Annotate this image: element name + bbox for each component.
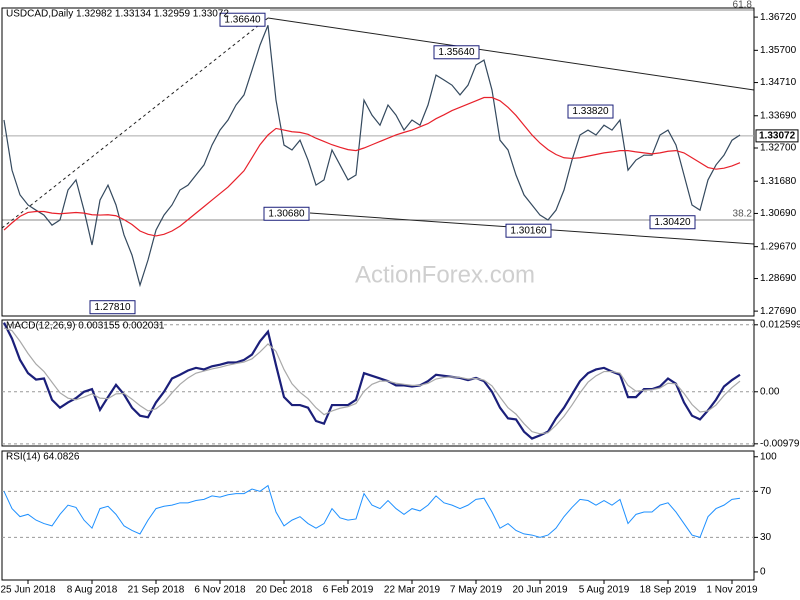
y-tick-label: 70 — [760, 486, 772, 497]
annotation-box — [89, 300, 136, 315]
y-tick-label: -0.00979 — [760, 438, 800, 449]
y-tick-label: 100 — [760, 451, 777, 462]
y-tick-label: 1.32700 — [760, 143, 797, 154]
y-tick-label: 0.012599 — [760, 319, 800, 330]
x-tick-label: 7 May 2019 — [450, 585, 503, 596]
x-tick-label: 1 Nov 2019 — [706, 585, 758, 596]
trend-line-upper — [267, 17, 755, 91]
y-tick-label: 1.31680 — [760, 176, 797, 187]
annotation-box — [567, 104, 614, 119]
x-tick-label: 20 Dec 2018 — [256, 585, 313, 596]
y-tick-label: 1.33690 — [760, 110, 797, 121]
annotation-label: 1.30420 — [654, 217, 691, 228]
y-tick-label: 1.27690 — [760, 306, 797, 317]
x-tick-label: 25 Jun 2018 — [0, 585, 55, 596]
annotation-label: 1.27810 — [94, 302, 131, 313]
x-tick-label: 21 Sep 2018 — [128, 585, 185, 596]
fib-label: 61.8 — [733, 0, 753, 11]
annotation-box — [649, 215, 696, 230]
x-tick-label: 8 Aug 2018 — [67, 585, 118, 596]
annotation-box — [263, 206, 310, 221]
annotation-box — [433, 45, 480, 60]
last-price-box — [755, 129, 799, 143]
fib-label: 38.2 — [733, 209, 753, 220]
y-tick-label: 1.35700 — [760, 45, 797, 56]
series-line — [3, 25, 741, 288]
annotation-box — [505, 223, 552, 238]
series-line — [3, 327, 741, 435]
series-line — [3, 484, 741, 538]
watermark: ActionForex.com — [355, 261, 535, 288]
x-tick-label: 6 Feb 2019 — [323, 585, 374, 596]
y-tick-label: 1.30690 — [760, 208, 797, 219]
x-tick-label: 18 Sep 2019 — [640, 585, 697, 596]
y-tick-label: 0 — [760, 567, 766, 578]
annotation-box — [219, 12, 266, 27]
y-tick-label: 1.36720 — [760, 12, 797, 23]
annotation-label: 1.30680 — [268, 208, 305, 219]
y-tick-label: 1.28690 — [760, 273, 797, 284]
series-line — [3, 322, 741, 440]
series-line — [3, 96, 741, 237]
panel-title: MACD(12,26,9) 0.003155 0.002031 — [6, 321, 165, 332]
y-tick-label: 0.00 — [760, 386, 780, 397]
annotation-label: 1.35640 — [438, 47, 475, 58]
x-tick-label: 22 Mar 2019 — [384, 585, 441, 596]
panel-title: RSI(14) 64.0826 — [6, 452, 80, 463]
x-tick-label: 5 Aug 2019 — [579, 585, 630, 596]
annotation-label: 1.30160 — [510, 225, 547, 236]
annotation-label: 1.33820 — [572, 106, 609, 117]
panel-frame — [1, 7, 755, 317]
x-tick-label: 20 Jun 2019 — [512, 585, 567, 596]
panel-frame — [1, 450, 755, 581]
y-tick-label: 1.34710 — [760, 77, 797, 88]
x-tick-label: 6 Nov 2018 — [194, 585, 246, 596]
panel-frame — [1, 319, 755, 447]
last-price-label: 1.33072 — [759, 131, 796, 142]
trend-line-dashed — [1, 17, 269, 229]
y-tick-label: 1.29670 — [760, 241, 797, 252]
y-tick-label: 30 — [760, 532, 772, 543]
panel-title: USDCAD,Daily 1.32982 1.33134 1.32959 1.3… — [6, 9, 229, 20]
annotation-label: 1.36640 — [224, 14, 261, 25]
